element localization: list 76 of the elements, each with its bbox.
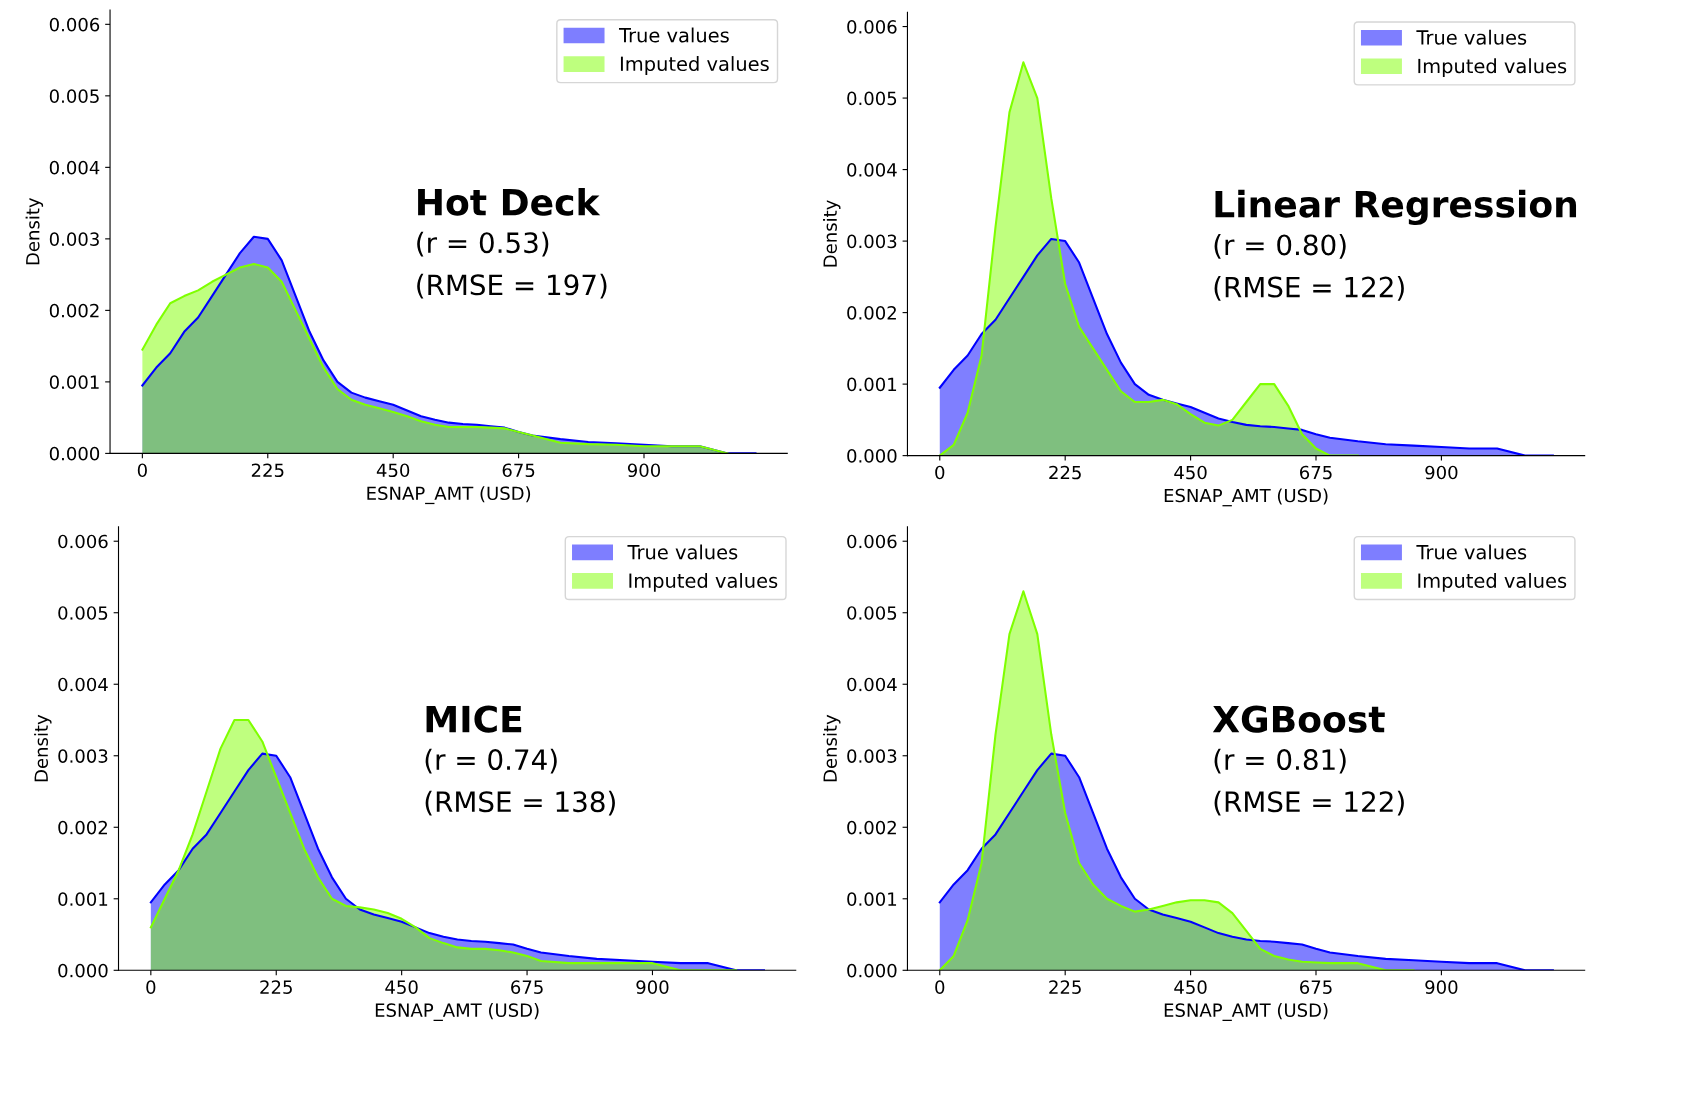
x-tick-label: 675 <box>1300 980 1332 994</box>
x-tick-label: 675 <box>1300 465 1332 480</box>
y-tick-label: 0.002 <box>58 820 107 835</box>
y-tick-label: 0.005 <box>847 606 897 620</box>
x-tick-label: 675 <box>511 980 543 994</box>
y-tick-label: 0.000 <box>847 963 897 978</box>
x-tick-label: 900 <box>636 980 669 994</box>
x-axis-title: ESNAP_AMT (USD) <box>1164 1003 1328 1021</box>
y-tick-label: 0.001 <box>847 892 897 906</box>
x-axis-title: ESNAP_AMT (USD) <box>1164 488 1328 507</box>
x-axis-title: ESNAP_AMT (USD) <box>367 486 531 505</box>
x-tick-label: 900 <box>1425 465 1458 480</box>
annotation: Linear Regression <box>1215 189 1577 226</box>
annotation: (RMSE = 122) <box>1214 276 1404 301</box>
y-tick-label: 0.003 <box>847 749 897 763</box>
legend-label: Imputed values <box>1418 572 1567 592</box>
x-tick-label: 225 <box>260 980 292 994</box>
y-tick-label: 0.002 <box>847 820 896 835</box>
annotation: (r = 0.80) <box>1214 233 1346 259</box>
x-tick-label: 450 <box>376 463 410 478</box>
annotation: (RMSE = 197) <box>417 273 607 299</box>
x-tick-label: 225 <box>251 463 284 478</box>
y-tick-label: 0.002 <box>49 303 99 318</box>
annotation: (r = 0.81) <box>1214 748 1346 774</box>
y-tick-label: 0.005 <box>49 89 99 103</box>
annotation: (r = 0.53) <box>417 231 549 257</box>
annotation: (RMSE = 122) <box>1214 790 1404 816</box>
y-tick-label: 0.001 <box>58 892 108 906</box>
legend-label: Imputed values <box>620 56 769 75</box>
annotation: (RMSE = 138) <box>425 790 615 816</box>
y-tick-label: 0.004 <box>49 160 100 175</box>
legend-label: Imputed values <box>629 572 778 592</box>
annotation: XGBoost <box>1212 705 1385 733</box>
x-tick-label: 450 <box>1174 465 1207 480</box>
annotation: MICE <box>426 705 522 733</box>
y-tick-label: 0.001 <box>847 377 897 392</box>
y-tick-label: 0.003 <box>49 232 99 246</box>
legend-label: True values <box>1416 29 1527 45</box>
y-tick-label: 0.004 <box>847 677 897 692</box>
y-axis-title: Density <box>823 714 841 782</box>
annotation: (r = 0.74) <box>425 748 557 774</box>
y-tick-label: 0.003 <box>847 234 897 249</box>
y-tick-label: 0.000 <box>58 963 108 978</box>
legend-label: Imputed values <box>1418 58 1567 78</box>
y-tick-label: 0.000 <box>49 446 100 461</box>
y-tick-label: 0.001 <box>49 375 99 389</box>
x-tick-label: 900 <box>627 463 661 478</box>
x-tick-label: 900 <box>1425 980 1458 994</box>
legend-label: True values <box>618 27 729 43</box>
y-tick-label: 0.004 <box>847 163 897 177</box>
x-tick-label: 450 <box>385 980 418 994</box>
annotation: Hot Deck <box>418 187 601 216</box>
x-tick-label: 225 <box>1049 465 1081 480</box>
x-tick-label: 0 <box>935 465 945 480</box>
x-tick-label: 0 <box>935 980 945 994</box>
y-tick-label: 0.002 <box>847 306 896 320</box>
x-tick-label: 225 <box>1049 980 1081 994</box>
y-tick-label: 0.005 <box>58 606 108 620</box>
x-axis-title: ESNAP_AMT (USD) <box>375 1003 539 1021</box>
y-axis-title: Density <box>823 200 841 267</box>
x-tick-label: 0 <box>146 980 156 994</box>
y-tick-label: 0.006 <box>58 534 108 549</box>
y-tick-label: 0.005 <box>847 91 897 106</box>
x-tick-label: 450 <box>1174 980 1207 994</box>
y-tick-label: 0.006 <box>847 20 897 34</box>
legend-label: True values <box>627 544 738 560</box>
y-axis-title: Density <box>25 197 44 265</box>
legend-label: True values <box>1416 544 1527 560</box>
y-axis-title: Density <box>34 714 52 782</box>
y-tick-label: 0.006 <box>847 534 897 549</box>
x-tick-label: 0 <box>137 463 147 478</box>
y-tick-label: 0.003 <box>58 749 108 763</box>
y-tick-label: 0.000 <box>847 449 897 463</box>
x-tick-label: 675 <box>502 463 535 478</box>
y-tick-label: 0.004 <box>58 677 108 692</box>
y-tick-label: 0.006 <box>49 17 100 32</box>
